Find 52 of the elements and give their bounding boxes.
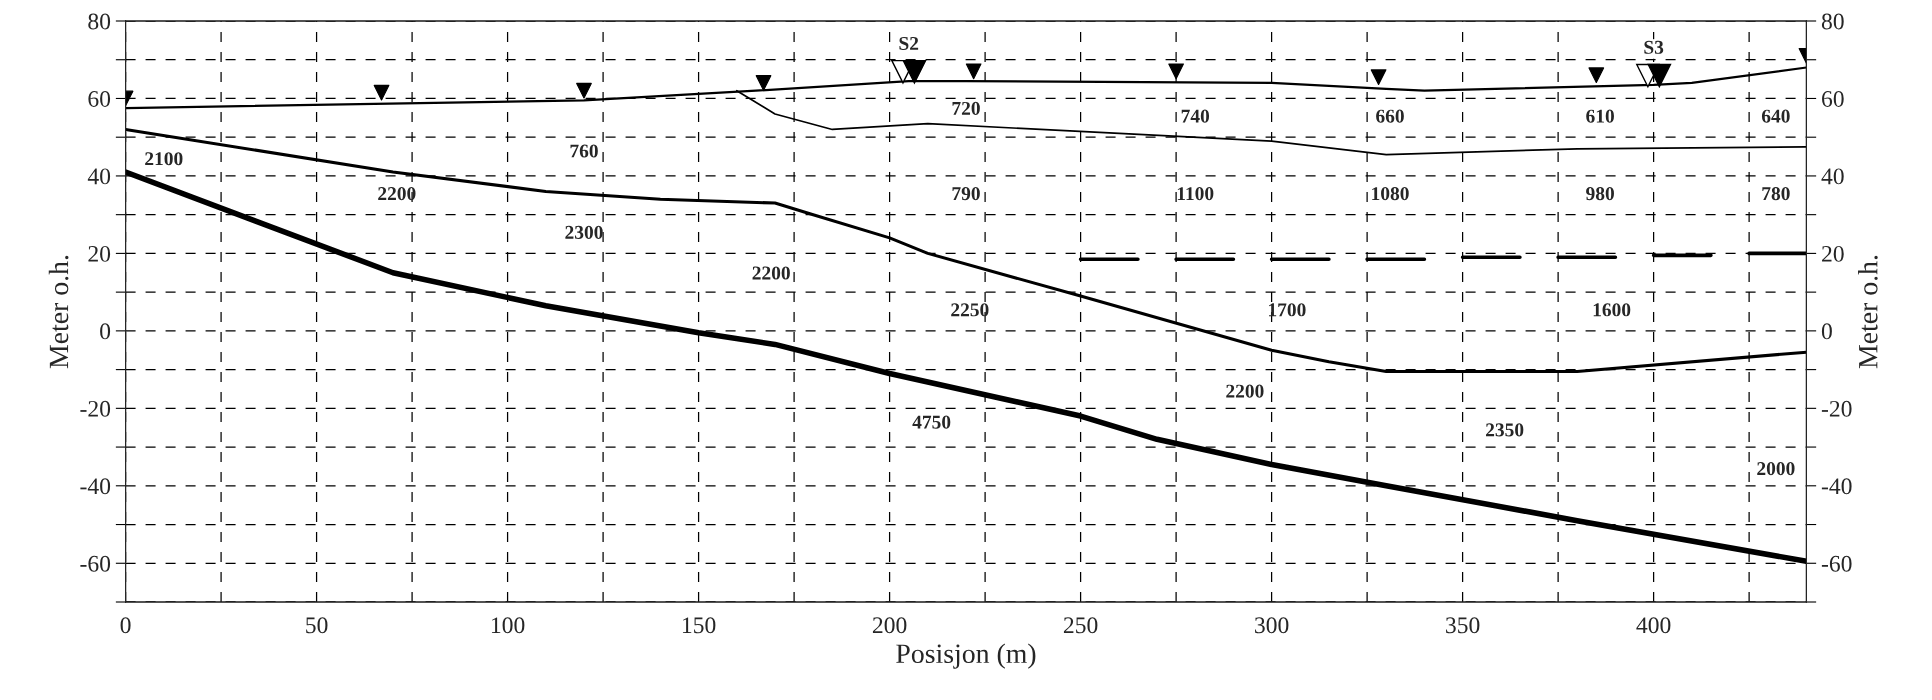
y2-tick-label: 0 <box>1821 323 1832 340</box>
y2-tick-label: -40 <box>1821 478 1852 495</box>
y2-tick-label: 20 <box>1822 245 1844 262</box>
y-tick-label: -40 <box>80 478 111 495</box>
annotation: 2200 <box>752 266 790 280</box>
annotation: 2300 <box>565 225 603 239</box>
y2-axis-title: Meter o.h. <box>1858 255 1878 369</box>
x-axis-title: Posisjon (m) <box>896 643 1036 669</box>
annotation: 2250 <box>951 303 989 317</box>
y-tick-label: 60 <box>88 90 111 107</box>
annotation: 640 <box>1761 109 1790 123</box>
x-tick-label: 350 <box>1446 617 1480 634</box>
y-tick-label: -20 <box>80 400 111 417</box>
y-tick-label: 80 <box>88 13 111 30</box>
x-tick-label: 150 <box>682 617 716 634</box>
annotation: 4750 <box>912 415 951 429</box>
y-tick-label: 0 <box>100 323 111 340</box>
x-tick-label: 250 <box>1063 617 1098 634</box>
annotation: S3 <box>1644 40 1664 54</box>
x-tick-label: 50 <box>306 617 328 634</box>
annotation: 1080 <box>1372 187 1409 201</box>
x-tick-label: 300 <box>1255 617 1289 634</box>
annotation: 1700 <box>1269 303 1306 317</box>
y-tick-label: -60 <box>80 555 111 572</box>
annotation: 980 <box>1586 187 1614 201</box>
y-tick-label: 40 <box>87 168 111 185</box>
annotation: 2200 <box>378 187 416 201</box>
y-tick-label: 20 <box>88 245 111 262</box>
x-tick-label: 0 <box>120 617 131 634</box>
annotation: 720 <box>952 101 980 115</box>
annotation: 610 <box>1586 109 1614 123</box>
annotation: 660 <box>1376 109 1404 123</box>
x-tick-label: 100 <box>491 617 525 634</box>
annotation: 740 <box>1181 109 1210 123</box>
annotation: 2200 <box>1226 384 1264 398</box>
annotation: 760 <box>570 144 598 158</box>
y2-tick-label: 40 <box>1821 168 1844 185</box>
x-tick-label: 200 <box>872 617 907 634</box>
annotation: 780 <box>1762 187 1790 201</box>
annotation: 2100 <box>145 152 183 166</box>
annotation: 2350 <box>1486 423 1524 437</box>
annotation: 790 <box>952 187 980 201</box>
y2-tick-label: 60 <box>1822 90 1844 107</box>
y2-tick-label: -60 <box>1821 555 1852 572</box>
y-axis-title: Meter o.h. <box>48 255 69 369</box>
annotation: 1100 <box>1177 187 1214 201</box>
annotation: 1600 <box>1593 303 1631 317</box>
annotation: S2 <box>899 36 919 50</box>
y2-tick-label: 80 <box>1821 13 1844 30</box>
y2-tick-label: -20 <box>1821 400 1852 417</box>
x-tick-label: 400 <box>1636 617 1671 634</box>
annotation: 2000 <box>1757 462 1795 476</box>
